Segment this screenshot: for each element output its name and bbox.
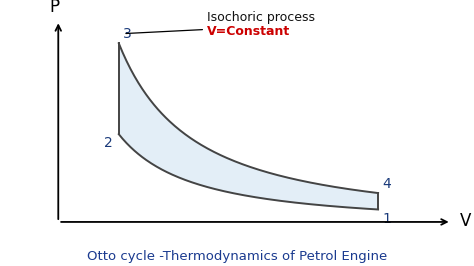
Text: 2: 2 bbox=[103, 136, 112, 150]
Text: Isochoric process: Isochoric process bbox=[207, 11, 315, 24]
Polygon shape bbox=[119, 43, 378, 210]
Text: Otto cycle -Thermodynamics of Petrol Engine: Otto cycle -Thermodynamics of Petrol Eng… bbox=[87, 250, 387, 263]
Text: V: V bbox=[460, 212, 472, 230]
Text: 4: 4 bbox=[383, 177, 391, 191]
Text: V=Constant: V=Constant bbox=[207, 25, 291, 38]
Text: 1: 1 bbox=[383, 211, 391, 226]
Text: 3: 3 bbox=[123, 27, 132, 41]
Text: P: P bbox=[49, 0, 59, 16]
